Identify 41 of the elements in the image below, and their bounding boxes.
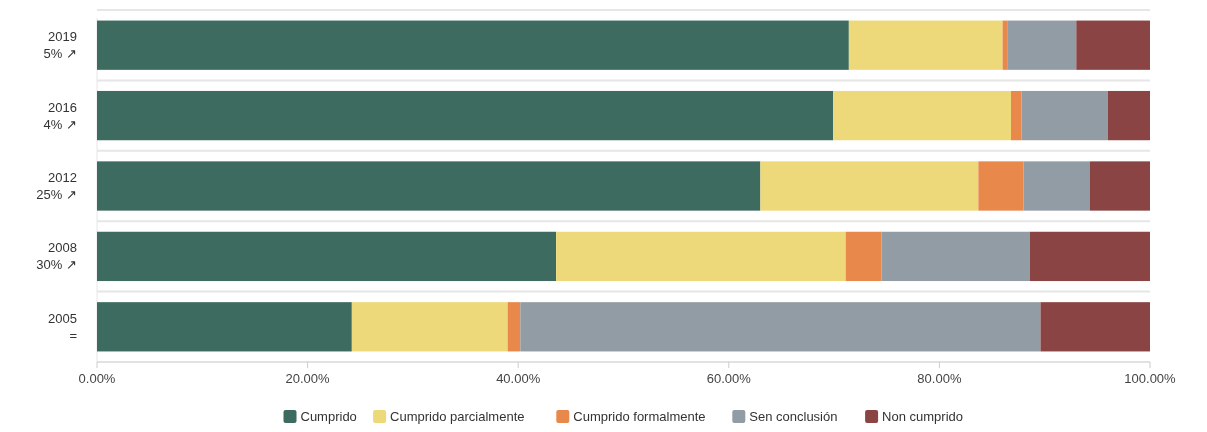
- x-tick-label: 80.00%: [917, 371, 962, 386]
- bar: [97, 302, 352, 352]
- bar: [97, 231, 557, 282]
- legend-label: Cumprido formalmente: [573, 409, 706, 424]
- bar: [1107, 90, 1150, 141]
- bar: [1002, 20, 1008, 70]
- y-tick-label: 2005 =: [48, 310, 77, 343]
- y-tick-label: 2012 25% ↗: [36, 170, 77, 202]
- bar: [978, 161, 1024, 211]
- bar: [833, 90, 1011, 141]
- bar: [1040, 302, 1150, 352]
- x-tick-label: 100.00%: [1124, 371, 1177, 386]
- bar: [97, 90, 834, 141]
- bar: [1023, 161, 1090, 211]
- x-tick-label: 40.00%: [496, 371, 541, 386]
- bar: [1021, 90, 1108, 141]
- bar: [1089, 161, 1150, 211]
- bar: [845, 231, 882, 282]
- legend-label: Cumprido: [300, 409, 357, 424]
- legend-label: Cumprido parcialmente: [390, 409, 525, 424]
- bar: [760, 161, 979, 211]
- bar: [881, 231, 1030, 282]
- bar: [507, 302, 521, 352]
- bar: [848, 20, 1003, 70]
- bar: [1007, 20, 1077, 70]
- bar: [556, 231, 846, 282]
- x-tick-label: 60.00%: [706, 371, 752, 386]
- bar: [520, 302, 1041, 352]
- bar: [97, 161, 761, 211]
- bar: [97, 20, 849, 70]
- bar: [1029, 231, 1150, 282]
- y-tick-label: 2019 5% ↗: [43, 29, 77, 62]
- legend-label: Non cumprido: [882, 409, 964, 424]
- x-tick-label: 20.00%: [285, 371, 331, 386]
- legend-label: Sen conclusión: [749, 409, 838, 424]
- bar: [351, 302, 508, 352]
- y-tick-label: 2016 4% ↗: [43, 99, 77, 132]
- bar: [1076, 20, 1150, 70]
- y-tick-label: 2008 30% ↗: [36, 240, 77, 273]
- x-tick-label: 0.00%: [78, 371, 116, 386]
- bar: [1011, 90, 1022, 141]
